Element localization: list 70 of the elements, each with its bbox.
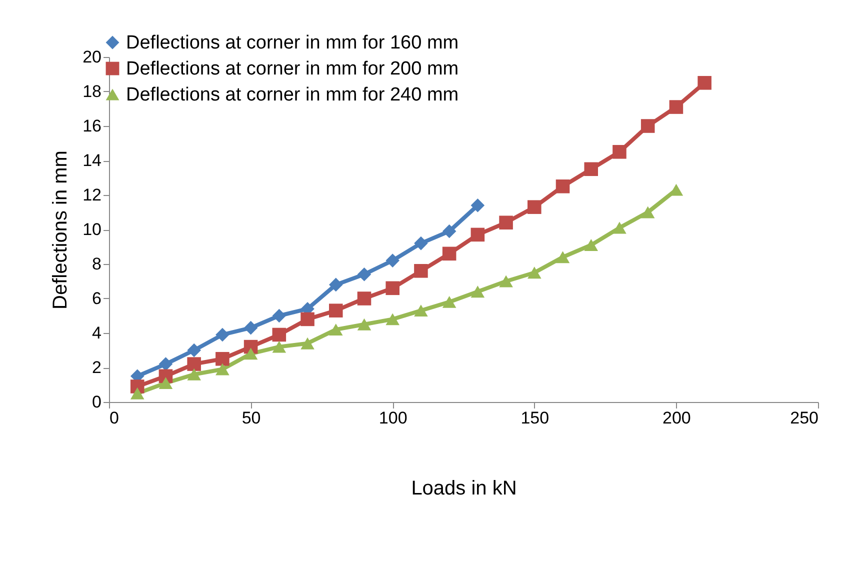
point [187, 343, 201, 358]
point [442, 246, 456, 261]
point [130, 387, 144, 400]
x-tick-label: 50 [242, 408, 261, 428]
point [357, 292, 372, 306]
x-tick-label: 150 [520, 408, 550, 428]
point [300, 312, 314, 326]
point [158, 357, 173, 371]
point [216, 328, 230, 342]
x-axis-title: Loads in kN [411, 478, 517, 500]
legend-label: Deflections at corner in mm for 200 mm [126, 58, 459, 80]
point [216, 363, 230, 376]
point [584, 162, 598, 176]
point [640, 119, 655, 133]
point [216, 352, 230, 366]
point [357, 267, 372, 282]
point [414, 264, 428, 278]
y-tick-label: 14 [82, 151, 102, 170]
x-tick-label: 100 [378, 408, 408, 428]
point [442, 296, 456, 308]
point [556, 251, 570, 264]
y-tick-label: 8 [92, 254, 102, 274]
point [328, 278, 343, 292]
x-tick-label: 0 [110, 408, 119, 428]
point [272, 340, 286, 353]
point [470, 286, 485, 298]
legend-label: Deflections at corner in mm for 240 mm [126, 84, 459, 106]
legend-label: Deflections at corner in mm for 160 mm [126, 32, 459, 54]
point [499, 216, 513, 230]
x-tick-label: 250 [790, 408, 818, 428]
point [386, 313, 400, 326]
point [300, 337, 314, 350]
point [499, 275, 513, 288]
point [328, 304, 343, 318]
point [470, 198, 485, 212]
y-tick-label: 10 [82, 220, 102, 239]
point [244, 320, 258, 335]
point [528, 200, 542, 214]
point [414, 236, 428, 250]
y-tick-label: 18 [82, 82, 102, 101]
point [442, 224, 456, 238]
y-tick-label: 12 [82, 186, 102, 204]
point [669, 100, 684, 114]
point [244, 348, 258, 360]
y-tick-label: 0 [92, 392, 102, 412]
point [386, 281, 400, 296]
y-tick-label: 16 [82, 116, 102, 136]
point [612, 222, 626, 234]
point [386, 254, 400, 268]
point [187, 357, 201, 371]
point [640, 206, 655, 218]
point [272, 328, 286, 342]
point [158, 377, 173, 389]
y-tick-label: 20 [82, 48, 102, 66]
point [470, 228, 485, 242]
x-tick-label: 200 [662, 408, 691, 428]
point [556, 179, 570, 194]
point [187, 368, 201, 380]
point [698, 76, 712, 90]
point [272, 308, 286, 323]
point [414, 304, 428, 317]
y-tick-label: 6 [92, 289, 102, 308]
point [528, 266, 542, 279]
y-tick-label: 2 [92, 358, 102, 377]
point [584, 239, 598, 251]
point [328, 324, 343, 336]
point [612, 144, 626, 159]
y-axis-title: Deflections in mm [50, 150, 72, 310]
y-tick-label: 4 [92, 324, 102, 342]
point [357, 318, 372, 330]
